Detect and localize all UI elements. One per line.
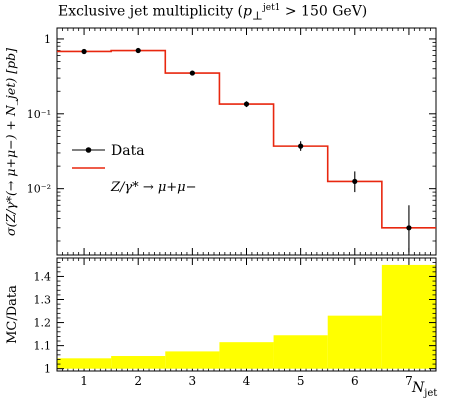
x-axis-label: Njet <box>411 380 437 399</box>
legend-mc-label: Z/γ* → μ+μ− <box>110 180 197 195</box>
ratio-band-bin <box>273 335 328 369</box>
data-point <box>189 70 195 76</box>
ratio-plot: 1 2 3 4 5 6 7 Njet 1 1.1 1.2 1.3 1.4 MC/Data <box>5 257 437 399</box>
data-point <box>243 101 250 107</box>
main-frame <box>56 27 437 256</box>
x-tick-label: 1 <box>80 374 88 388</box>
data-point <box>81 48 87 55</box>
chart-title: Exclusive jet multiplicity (p⊥jet1 > 150… <box>58 3 368 23</box>
ratio-y-tick-label: 1.2 <box>34 317 52 330</box>
legend-data-label: Data <box>111 143 145 159</box>
data-point <box>352 178 358 185</box>
data-point <box>135 47 141 54</box>
ratio-y-tick-label: 1.1 <box>34 340 52 353</box>
ratio-band-bin <box>165 351 220 369</box>
x-tick-label: 3 <box>189 374 197 388</box>
x-tick-label: 6 <box>351 374 359 388</box>
x-tick-label: 5 <box>297 374 305 388</box>
y-tick-label: 10⁻¹ <box>27 108 51 121</box>
ratio-y-tick-label: 1.3 <box>34 294 52 307</box>
ratio-y-tick-label: 1.4 <box>34 270 52 283</box>
ratio-band-bin <box>381 264 436 369</box>
y-tick-label: 1 <box>44 33 51 46</box>
ratio-band-bin <box>111 356 166 369</box>
x-tick-label: 4 <box>243 374 251 388</box>
ratio-y-axis-label: MC/Data <box>5 285 20 344</box>
x-tick-label: 7 <box>405 374 413 388</box>
ratio-band-bin <box>219 342 274 369</box>
mc-step-line <box>57 49 436 229</box>
ratio-band-bin <box>57 358 112 369</box>
legend: Data Z/γ* → μ+μ− <box>72 143 197 195</box>
legend-data-marker <box>85 147 92 153</box>
y-tick-label: 10⁻² <box>27 183 51 196</box>
ratio-y-tick-label: 1 <box>44 363 51 376</box>
data-point <box>406 225 412 231</box>
ratio-band-bin <box>327 315 382 369</box>
x-tick-label: 2 <box>134 374 142 388</box>
y-axis-label: σ(Z/γ*(→ μ+μ−) + N_jet) [pb] <box>3 48 18 236</box>
data-point <box>298 143 304 149</box>
ratio-frame <box>56 257 437 372</box>
